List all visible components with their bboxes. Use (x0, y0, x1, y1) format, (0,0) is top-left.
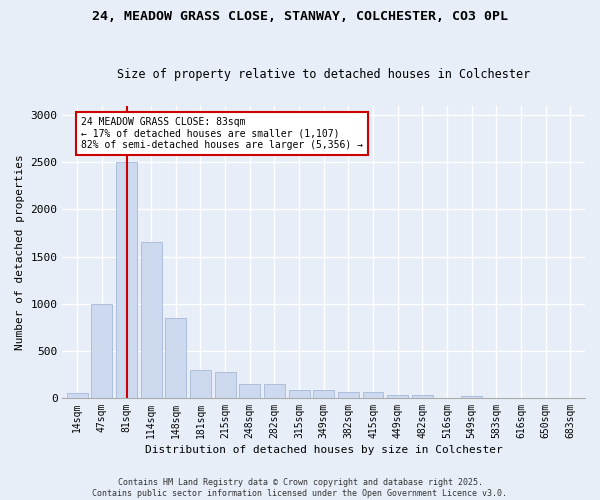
Bar (190, 370, 211, 398)
Y-axis label: Number of detached properties: Number of detached properties (15, 154, 25, 350)
Bar (362, 392, 383, 398)
Bar (166, 318, 186, 398)
Bar (387, 395, 408, 398)
Bar (91, 304, 112, 398)
Title: Size of property relative to detached houses in Colchester: Size of property relative to detached ho… (117, 68, 530, 81)
Text: 24, MEADOW GRASS CLOSE, STANWAY, COLCHESTER, CO3 0PL: 24, MEADOW GRASS CLOSE, STANWAY, COLCHES… (92, 10, 508, 23)
Text: 24 MEADOW GRASS CLOSE: 83sqm
← 17% of detached houses are smaller (1,107)
82% of: 24 MEADOW GRASS CLOSE: 83sqm ← 17% of de… (81, 117, 363, 150)
Bar (67, 393, 88, 398)
Bar (412, 395, 433, 398)
Bar (313, 390, 334, 398)
Bar (239, 384, 260, 398)
Bar (215, 372, 236, 398)
Bar (338, 392, 359, 398)
Bar (461, 396, 482, 398)
Bar (289, 390, 310, 398)
Bar (116, 162, 137, 398)
Text: Contains HM Land Registry data © Crown copyright and database right 2025.
Contai: Contains HM Land Registry data © Crown c… (92, 478, 508, 498)
Bar (264, 384, 285, 398)
X-axis label: Distribution of detached houses by size in Colchester: Distribution of detached houses by size … (145, 445, 503, 455)
Bar (140, 242, 161, 398)
